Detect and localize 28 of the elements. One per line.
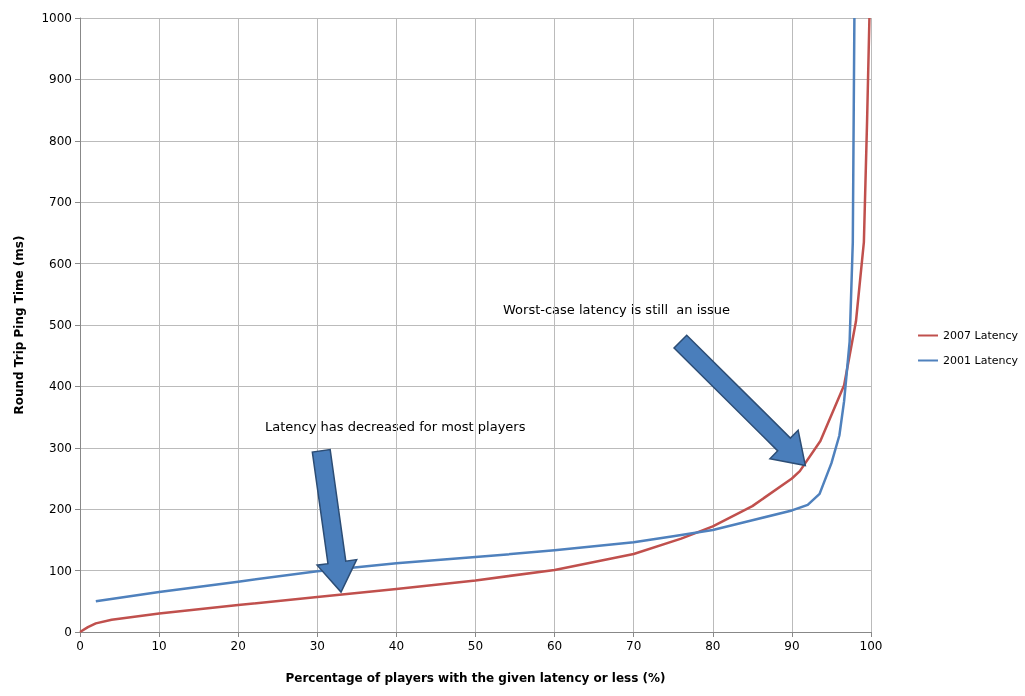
y-tick-label: 500: [49, 318, 72, 332]
x-tick-label: 60: [546, 639, 563, 653]
y-tick-label: 900: [49, 72, 72, 87]
y-tick-label: 700: [49, 195, 72, 210]
y-tick-label: 1000: [41, 11, 72, 25]
x-tick-label: 70: [626, 639, 642, 653]
y-tick-label: 200: [49, 502, 72, 517]
x-tick-label: 50: [467, 639, 484, 653]
y-tick-label: 400: [49, 379, 72, 394]
x-tick-label: 40: [388, 639, 405, 653]
y-tick-label: 100: [49, 563, 72, 578]
x-tick-label: 100: [859, 639, 883, 653]
annotation: Worst-case latency is still an issue: [503, 302, 731, 317]
x-axis-title: Percentage of players with the given latency or less (%): [285, 671, 666, 685]
y-tick-label: 800: [49, 133, 72, 148]
x-tick-label: 10: [151, 639, 167, 653]
y-tick-label: 300: [49, 440, 72, 455]
x-tick-label: 20: [230, 639, 246, 653]
x-tick-label: 80: [705, 639, 721, 653]
annotation: Latency has decreased for most players: [265, 419, 526, 434]
y-tick-label: 600: [49, 256, 72, 271]
x-tick-label: 30: [309, 639, 325, 653]
legend-label: 2001 Latency: [943, 354, 1019, 367]
legend-label: 2007 Latency: [943, 329, 1019, 342]
x-tick-label: 90: [784, 639, 800, 653]
y-tick-label: 0: [64, 625, 72, 639]
y-axis-title: Round Trip Ping Time (ms): [12, 235, 26, 415]
x-tick-label: 0: [76, 639, 84, 653]
